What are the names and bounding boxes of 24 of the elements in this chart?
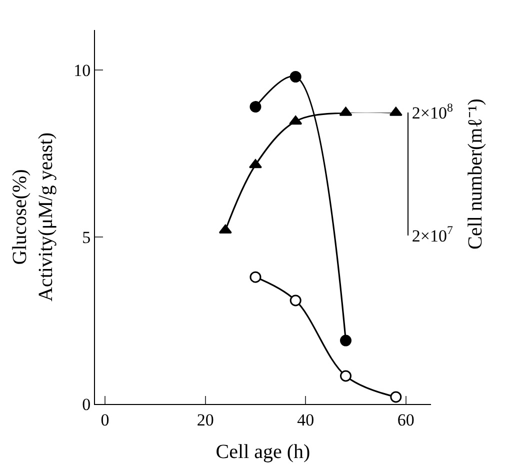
y-axis-title: Glucose(%) Activity(μM/g yeast) xyxy=(9,132,58,302)
point xyxy=(250,101,262,113)
y2-axis-title: Cell number(mℓ⁻¹) xyxy=(464,98,486,250)
x-axis-title: Cell age (h) xyxy=(216,440,310,463)
point xyxy=(290,294,302,306)
point xyxy=(218,224,232,234)
point xyxy=(340,334,352,346)
y2-tick-label: 2×10$^{8}$ xyxy=(412,100,453,123)
x-tick-label: 40 xyxy=(297,410,314,430)
y2-tick-label: 2×10$^{7}$ xyxy=(412,223,453,246)
point xyxy=(250,271,262,283)
point xyxy=(340,370,352,382)
point xyxy=(390,391,402,403)
y-tick-label: 0 xyxy=(82,394,91,414)
point xyxy=(248,159,262,168)
x-tick-label: 0 xyxy=(100,410,110,430)
point xyxy=(289,116,302,125)
y-tick-label: 5 xyxy=(82,228,91,247)
point xyxy=(339,106,352,116)
x-tick-label: 60 xyxy=(397,410,414,430)
point xyxy=(290,71,302,82)
x-tick-label: 20 xyxy=(196,410,214,430)
point xyxy=(389,106,402,116)
y-tick-label: 10 xyxy=(74,61,91,80)
